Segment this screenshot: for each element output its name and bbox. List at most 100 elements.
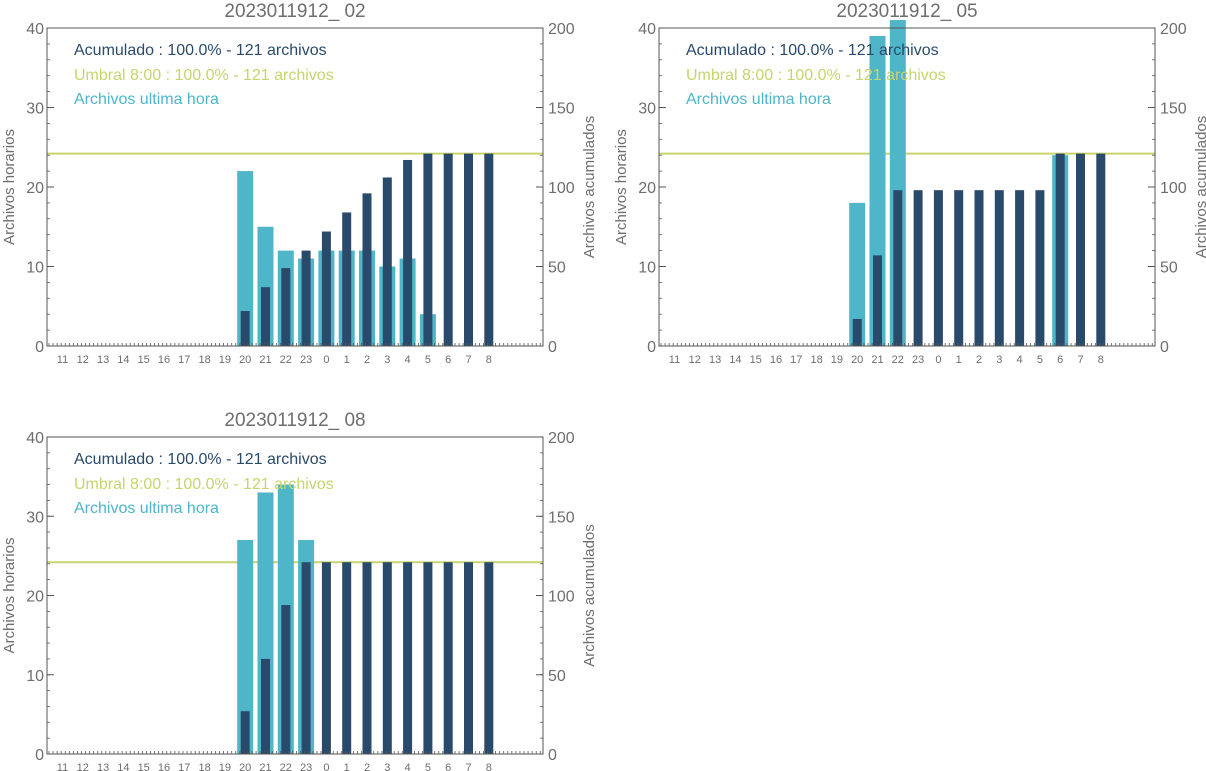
chart-title: 2023011912_ 02 [224,1,365,22]
bar-cumulative-4 [1015,190,1025,346]
bar-cumulative-1 [342,212,352,346]
bar-cumulative-8 [484,153,494,346]
bar-cumulative-3 [382,177,392,346]
x-tick-label: 8 [1098,354,1104,366]
y-right-tick-label: 200 [1160,21,1187,38]
y-right-axis-label: Archivos acumulados [1193,116,1206,259]
y-right-axis-label: Archivos acumulados [581,116,598,259]
x-tick-label: 0 [323,762,329,771]
x-tick-label: 18 [198,354,210,366]
x-tick-label: 8 [486,354,492,366]
bar-cumulative-7 [464,562,473,754]
x-tick-label: 17 [178,762,190,771]
y-left-tick-label: 40 [26,430,44,447]
bar-cumulative-21 [261,658,270,754]
legend-hourly: Archivos ultima hora [686,91,831,108]
x-tick-label: 15 [138,354,150,366]
bar-cumulative-3 [382,562,392,754]
bar-cumulative-5 [423,153,433,346]
bar-cumulative-8 [1096,153,1106,346]
x-tick-label: 0 [323,354,329,366]
y-right-tick-label: 150 [548,509,575,526]
x-tick-label: 14 [729,354,741,366]
x-tick-label: 8 [486,762,492,771]
y-right-tick-label: 100 [548,589,575,606]
x-tick-label: 15 [138,762,150,771]
x-tick-label: 20 [239,354,251,366]
x-tick-label: 1 [956,354,962,366]
y-left-tick-label: 30 [26,509,44,526]
x-tick-label: 13 [709,354,721,366]
x-tick-label: 11 [57,354,68,366]
bar-cumulative-1 [342,562,352,754]
bar-hourly-20 [849,202,866,346]
x-tick-label: 2 [364,354,370,366]
x-tick-label: 7 [465,354,471,366]
bar-cumulative-7 [1076,153,1085,346]
legend-threshold: Umbral 8:00 : 100.0% - 121 archivos [74,67,334,84]
x-tick-label: 21 [259,354,271,366]
x-tick-label: 5 [1037,354,1043,366]
y-left-tick-label: 10 [26,260,44,277]
bar-cumulative-0 [321,231,331,346]
x-tick-label: 6 [445,354,451,366]
bar-cumulative-20 [852,318,862,346]
bar-cumulative-22 [281,605,291,754]
y-left-tick-label: 20 [638,180,656,197]
y-right-tick-label: 0 [548,747,557,764]
x-tick-label: 20 [851,354,863,366]
y-left-tick-label: 0 [35,747,44,764]
y-left-tick-label: 10 [26,668,44,685]
x-tick-label: 19 [219,762,231,771]
legend-cumulative: Acumulado : 100.0% - 121 archivos [74,451,327,468]
bar-cumulative-0 [933,190,943,346]
x-tick-label: 12 [77,354,89,366]
y-left-tick-label: 30 [638,101,656,118]
y-left-tick-label: 40 [638,21,656,38]
legend-cumulative: Acumulado : 100.0% - 121 archivos [74,42,327,59]
bar-cumulative-6 [1055,153,1065,346]
x-tick-label: 0 [935,354,941,366]
y-left-tick-label: 0 [647,339,656,356]
bar-cumulative-23 [301,250,311,346]
x-tick-label: 11 [57,762,68,771]
x-tick-label: 20 [239,762,251,771]
bar-cumulative-8 [484,562,494,754]
x-tick-label: 13 [97,762,109,771]
legend-threshold: Umbral 8:00 : 100.0% - 121 archivos [686,67,946,84]
chart-title: 2023011912_ 08 [224,410,365,431]
bar-cumulative-23 [301,562,311,754]
x-tick-label: 22 [280,354,292,366]
x-tick-label: 11 [669,354,680,366]
y-right-axis-label: Archivos acumulados [581,524,598,667]
bar-cumulative-3 [994,190,1004,346]
bar-cumulative-20 [240,711,250,754]
x-tick-label: 15 [750,354,762,366]
x-tick-label: 7 [465,762,471,771]
bar-cumulative-4 [403,562,413,754]
x-tick-label: 22 [280,762,292,771]
x-tick-label: 18 [810,354,822,366]
y-left-axis-label: Archivos horarios [1,129,18,245]
x-tick-label: 5 [425,762,431,771]
x-tick-label: 19 [219,354,231,366]
x-tick-label: 1 [344,762,350,771]
y-right-tick-label: 50 [1160,260,1178,277]
y-right-tick-label: 200 [548,21,575,38]
x-tick-label: 14 [117,762,129,771]
y-right-tick-label: 100 [548,180,575,197]
bar-cumulative-22 [281,268,291,346]
x-tick-label: 18 [198,762,210,771]
y-left-tick-label: 30 [26,101,44,118]
x-tick-label: 16 [158,354,170,366]
y-right-tick-label: 50 [548,260,566,277]
x-tick-label: 2 [364,762,370,771]
x-tick-label: 23 [300,354,312,366]
bar-hourly-20 [237,171,254,346]
x-tick-label: 21 [259,762,271,771]
bar-cumulative-6 [443,153,453,346]
x-tick-label: 3 [996,354,1002,366]
